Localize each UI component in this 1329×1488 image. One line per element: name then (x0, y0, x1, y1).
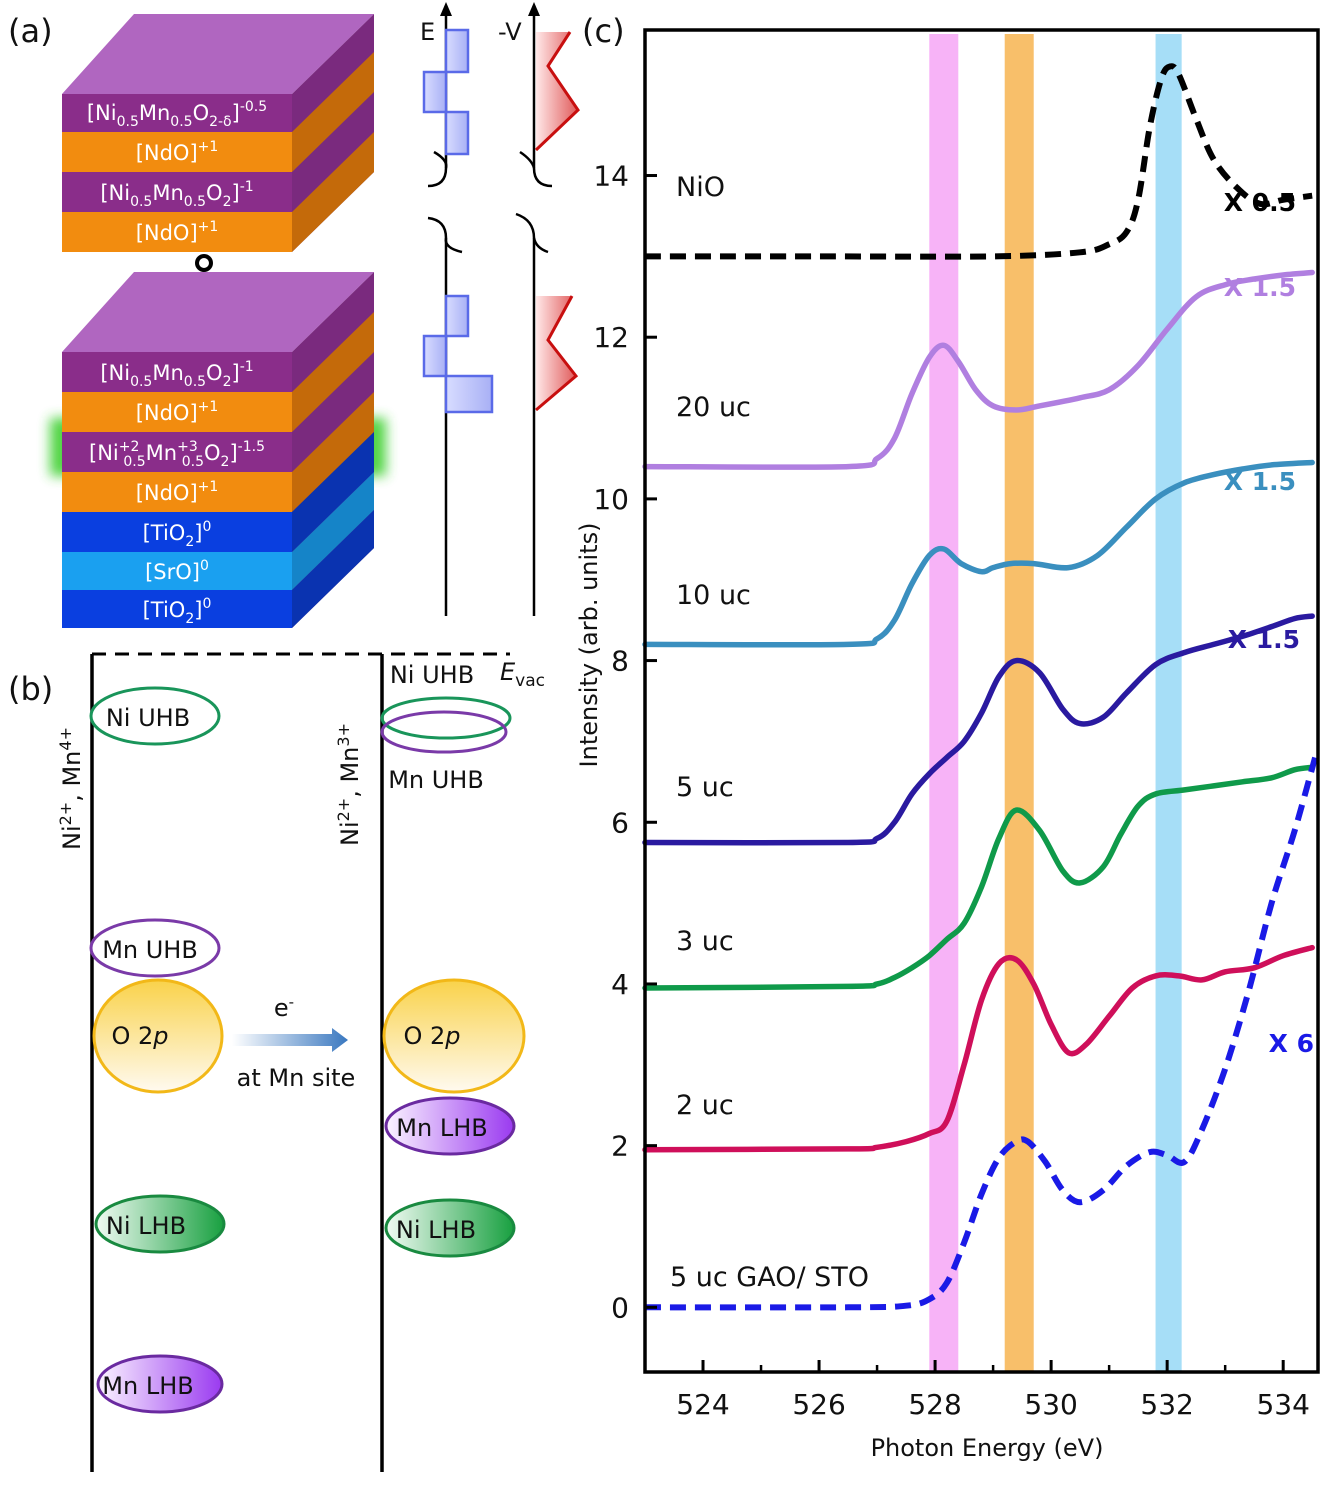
series-line-nio (644, 63, 1313, 260)
layer-b-sro: [SrO]0 (145, 558, 209, 584)
left-mn-uhb (89, 918, 221, 978)
layer-b-tio2-2: [TiO2]0 (143, 596, 212, 627)
layer-ni-mn-o2-delta: [Ni0.5Mn0.5O2-δ]-0.5 (87, 99, 267, 130)
y-axis-title: Intensity (arb. units) (575, 523, 603, 768)
x-tick-label-528: 528 (908, 1388, 961, 1421)
right-ni-uhb-label: Ni UHB (390, 661, 474, 689)
series-line-2-uc (642, 944, 1315, 1153)
bottom-layer-stack: [Ni0.5Mn0.5O2]-1 [NdO]+1 [Ni+2 0.5Mn+3 0.5… (50, 272, 386, 628)
series-line-5-uc (642, 613, 1315, 846)
series-scale-6: X 6 (1269, 1029, 1314, 1058)
x-axis-title: Photon Energy (eV) (871, 1434, 1104, 1462)
y-tick-label-14: 14 (593, 160, 629, 193)
x-tick-label-532: 532 (1140, 1388, 1193, 1421)
panel-c-tag: (c) (582, 12, 625, 50)
layer-ndo-2: [NdO]+1 (136, 219, 219, 245)
left-ni-lhb (94, 1194, 226, 1254)
y-tick-label-10: 10 (593, 483, 629, 516)
left-ni-uhb (89, 686, 221, 746)
series-scale-1: X 1.5 (1224, 273, 1296, 302)
left-state-label: Ni2+, Mn4+ (56, 727, 86, 850)
band-orange (1004, 34, 1034, 1372)
layer-ndo-1: [NdO]+1 (136, 139, 219, 165)
left-mn-lhb-label: Mn LHB (102, 1372, 193, 1400)
panel-b-tag: (b) (8, 670, 53, 708)
y-tick-label-4: 4 (611, 968, 629, 1001)
energy-boxes-bottom (422, 294, 494, 414)
panel-a-tag: (a) (8, 12, 53, 50)
left-o2p (92, 978, 224, 1094)
right-mn-uhb (380, 710, 508, 754)
x-tick-label-530: 530 (1024, 1388, 1077, 1421)
right-mn-lhb (384, 1096, 516, 1156)
right-o2p (382, 978, 526, 1094)
axis-e-label: E (420, 18, 435, 46)
y-tick-label-2: 2 (611, 1130, 629, 1163)
series-label-5: 2 uc (676, 1090, 734, 1121)
layer-ni-mn-o2: [Ni0.5Mn0.5O2]-1 (100, 179, 253, 210)
xas-chart: NiO X 0.5 20 uc X 1.5 10 uc X 1.5 5 uc X 1.5 3 u… (575, 28, 1320, 1462)
potential-profile-bottom (535, 295, 579, 412)
series-line-20-uc (642, 269, 1315, 470)
potential-profile-top (534, 31, 580, 152)
right-mn-uhb-label: Mn UHB (388, 766, 484, 794)
right-mn-lhb-label: Mn LHB (396, 1114, 487, 1142)
series-label-6: 5 uc GAO/ STO (670, 1262, 869, 1293)
series-line-10-uc (642, 459, 1315, 648)
series-label-2: 10 uc (676, 580, 751, 611)
y-tick-label-6: 6 (611, 806, 629, 839)
transfer-arrow (232, 1028, 348, 1052)
series-label-4: 3 uc (676, 926, 734, 957)
series-line-5-uc-gao-sto (644, 756, 1318, 1311)
axis-v-label: -V (498, 18, 522, 46)
layer-b-tio2-1: [TiO2]0 (143, 519, 212, 550)
left-o2p-label: O 2p (111, 1022, 168, 1050)
layer-b-ndo-1: [NdO]+1 (136, 399, 219, 425)
layer-b-interface: [Ni+2 0.5Mn+3 0.5O2]-1.5 (89, 439, 265, 470)
left-ni-lhb-label: Ni LHB (106, 1212, 186, 1240)
axis-ticks: 524 526 528 530 532 534 0 2 4 6 8 10 12 14 (593, 160, 1310, 1421)
top-layer-stack: [Ni0.5Mn0.5O2-δ]-0.5 [NdO]+1 [Ni0.5Mn0.5… (62, 14, 374, 252)
series-line-3-uc (642, 764, 1315, 991)
x-tick-label-534: 534 (1256, 1388, 1309, 1421)
series-label-0: NiO (676, 172, 725, 203)
series-scale-0: X 0.5 (1224, 188, 1296, 217)
series-label-1: 20 uc (676, 392, 751, 423)
y-tick-label-0: 0 (611, 1291, 629, 1324)
right-state-label: Ni2+, Mn3+ (334, 723, 364, 846)
left-mn-lhb (96, 1354, 224, 1414)
band-pink (929, 34, 959, 1372)
transfer-electron-label: e- (274, 993, 294, 1022)
right-o2p-label: O 2p (403, 1022, 460, 1050)
left-mn-uhb-label: Mn UHB (102, 936, 198, 964)
energy-boxes-top (422, 28, 470, 156)
series-scale-3: X 1.5 (1228, 625, 1300, 654)
spectra-series: NiO X 0.5 20 uc X 1.5 10 uc X 1.5 5 uc X 1.5 3 u… (642, 63, 1318, 1311)
series-scale-2: X 1.5 (1224, 467, 1296, 496)
right-ni-lhb (384, 1198, 516, 1258)
plot-frame (643, 28, 1320, 1374)
evac-label: Evac (500, 658, 545, 691)
transfer-site-label: at Mn site (237, 1064, 356, 1092)
right-ni-uhb (380, 696, 512, 740)
y-tick-label-8: 8 (611, 645, 629, 678)
left-ni-uhb-label: Ni UHB (106, 704, 190, 732)
x-tick-label-526: 526 (792, 1388, 845, 1421)
x-tick-label-524: 524 (676, 1388, 729, 1421)
band-blue (1155, 34, 1182, 1372)
right-ni-lhb-label: Ni LHB (396, 1216, 476, 1244)
series-label-3: 5 uc (676, 772, 734, 803)
y-tick-label-12: 12 (593, 321, 629, 354)
